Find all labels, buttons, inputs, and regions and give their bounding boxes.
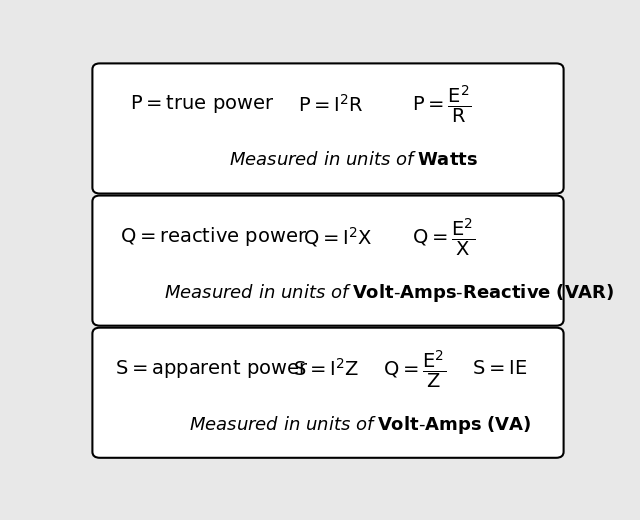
Text: $\mathrm{Q = \dfrac{E^2}{Z}}$: $\mathrm{Q = \dfrac{E^2}{Z}}$ <box>383 348 445 389</box>
Text: $\mathrm{Q = I^2X}$: $\mathrm{Q = I^2X}$ <box>303 225 372 249</box>
Text: $\mathrm{P = true\ power}$: $\mathrm{P = true\ power}$ <box>129 94 274 115</box>
Text: $\mathrm{P = \dfrac{E^2}{R}}$: $\mathrm{P = \dfrac{E^2}{R}}$ <box>412 83 472 125</box>
FancyBboxPatch shape <box>92 63 564 193</box>
Text: $\mathit{Measured\ in\ units\ of\ }$: $\mathit{Measured\ in\ units\ of\ }$ <box>164 283 353 302</box>
Text: $\mathrm{S = IE}$: $\mathrm{S = IE}$ <box>472 359 527 378</box>
Text: $\mathbf{Volt\text{-}Amps\text{-}Reactive\ (VAR)}$: $\mathbf{Volt\text{-}Amps\text{-}Reactiv… <box>353 282 615 304</box>
FancyBboxPatch shape <box>92 196 564 326</box>
Text: $\mathrm{P = I^2R}$: $\mathrm{P = I^2R}$ <box>298 94 364 115</box>
FancyBboxPatch shape <box>92 328 564 458</box>
Text: $\mathbf{Volt\text{-}Amps\ (VA)}$: $\mathbf{Volt\text{-}Amps\ (VA)}$ <box>377 414 532 436</box>
Text: $\mathit{Measured\ in\ units\ of\ }$: $\mathit{Measured\ in\ units\ of\ }$ <box>189 416 377 434</box>
Text: $\mathbf{Watts}$: $\mathbf{Watts}$ <box>417 151 478 170</box>
Text: $\mathrm{Q = \dfrac{E^2}{X}}$: $\mathrm{Q = \dfrac{E^2}{X}}$ <box>412 216 476 257</box>
Text: $\mathit{Measured\ in\ units\ of\ }$: $\mathit{Measured\ in\ units\ of\ }$ <box>229 151 417 170</box>
Text: $\mathrm{Q = reactive\ power}$: $\mathrm{Q = reactive\ power}$ <box>120 225 307 248</box>
Text: $\mathrm{S = apparent\ power}$: $\mathrm{S = apparent\ power}$ <box>115 358 308 380</box>
Text: $\mathrm{S = I^2Z}$: $\mathrm{S = I^2Z}$ <box>293 358 359 380</box>
